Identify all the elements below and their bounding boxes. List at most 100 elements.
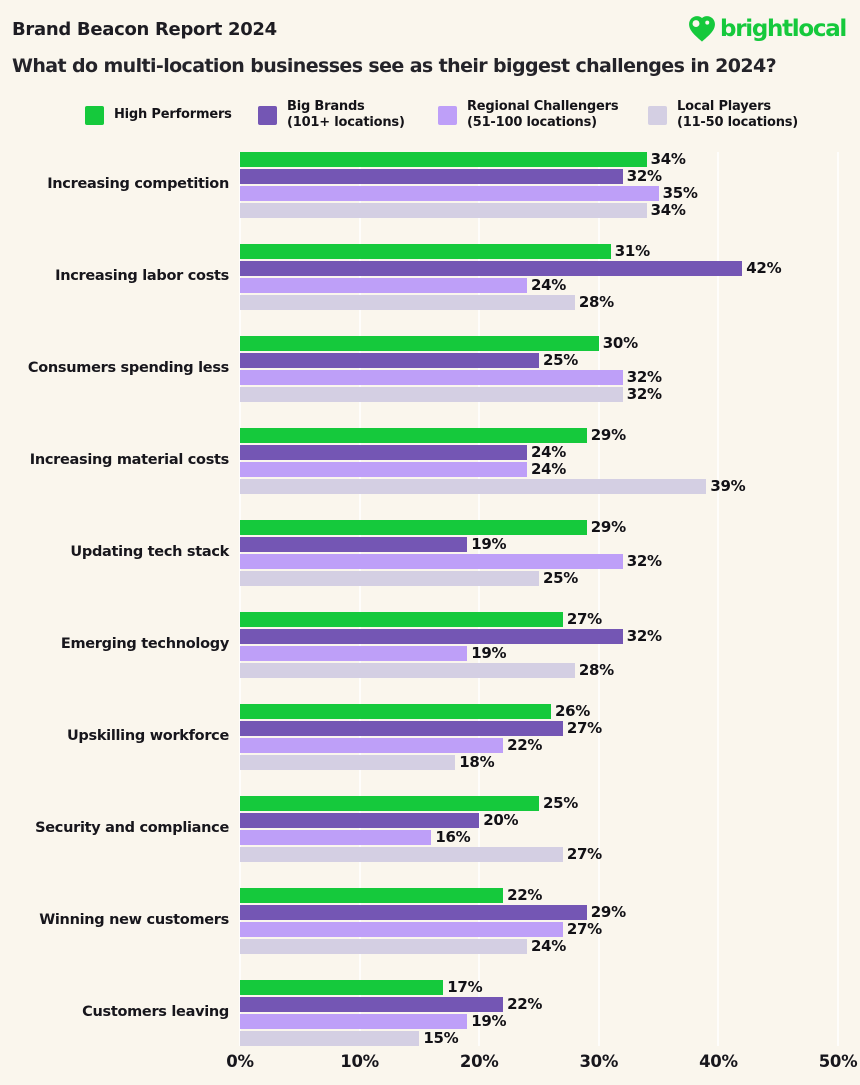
bar-row: 24% [240,278,860,293]
bar [240,847,563,862]
bar [240,888,504,903]
bar-value-label: 24% [531,443,567,461]
bar-row: 16% [240,830,860,845]
bar-row: 35% [240,186,860,201]
chart-group: Customers leaving 17% 22% 19% 15% [0,980,860,1046]
bar-row: 32% [240,387,860,402]
bar [240,629,623,644]
bar-value-label: 27% [566,845,602,863]
bar-value-label: 17% [447,978,483,996]
legend-swatch [648,105,667,125]
bar-value-label: 29% [590,426,626,444]
legend-label: Regional Challengers (51-100 locations) [467,99,619,130]
legend-item: High Performers [85,94,232,136]
bar-value-label: 39% [710,477,746,495]
bar-value-label: 32% [626,368,662,386]
bar [240,520,587,535]
gridline [837,152,839,1046]
bar-value-label: 19% [471,535,507,553]
bar-value-label: 32% [626,167,662,185]
category-label: Consumers spending less [27,360,229,377]
bar-value-label: 32% [626,385,662,403]
bar-set: 31% 42% 24% 28% [240,244,860,310]
x-tick-label: 0% [226,1052,254,1071]
bar-value-label: 26% [555,702,591,720]
bar-value-label: 35% [662,184,698,202]
legend: High Performers Big Brands (101+ locations… [0,94,860,136]
bar-row: 19% [240,646,860,661]
legend-swatch [438,105,457,125]
gridlines [239,152,839,1046]
legend-item: Local Players (11-50 locations) [648,94,798,136]
bar [240,537,468,552]
bar-value-label: 28% [578,293,614,311]
legend-label: Big Brands (101+ locations) [287,99,405,130]
bar [240,445,527,460]
bar-row: 27% [240,721,860,736]
bar [240,244,611,259]
bar [240,905,587,920]
bar-row: 34% [240,152,860,167]
bar-row: 27% [240,847,860,862]
x-tick-label: 40% [699,1052,738,1071]
bar-set: 26% 27% 22% 18% [240,704,860,770]
bar [240,1031,420,1046]
bar-row: 32% [240,629,860,644]
bar-value-label: 22% [507,995,543,1013]
bar-row: 30% [240,336,860,351]
bar-value-label: 29% [590,903,626,921]
bar-row: 32% [240,370,860,385]
bar-row: 31% [240,244,860,259]
bar-value-label: 30% [602,334,638,352]
bar-value-label: 18% [459,753,495,771]
logo-text: brightlocal [720,16,847,42]
bar [240,1014,468,1029]
category-label: Emerging technology [60,636,229,653]
legend-label: Local Players (11-50 locations) [677,99,799,130]
gridline [597,152,600,1046]
bar-row: 17% [240,980,860,995]
bar [240,428,587,443]
bar-value-label: 32% [626,552,662,570]
bar-row: 19% [240,1014,860,1029]
bar-value-label: 31% [614,242,650,260]
bar-row: 28% [240,295,860,310]
bar [240,663,575,678]
chart-group: Increasing material costs 29% 24% 24% 39% [0,428,860,494]
bar-value-label: 20% [483,811,519,829]
bar-chart: Increasing competition 34% 32% 35% 34% Increa… [0,152,860,1080]
bar-value-label: 19% [471,1012,507,1030]
x-tick-label: 20% [459,1052,499,1071]
bar-row: 22% [240,997,860,1012]
category-label: Increasing competition [47,176,229,193]
bar-row: 15% [240,1031,860,1046]
bar-row: 20% [240,813,860,828]
legend-item: Big Brands (101+ locations) [258,94,405,136]
bar-value-label: 28% [578,661,614,679]
bar-set: 25% 20% 16% 27% [240,796,860,862]
bar [240,336,599,351]
page-title: What do multi-location businesses see as… [12,55,777,77]
bar-row: 26% [240,704,860,719]
bar [240,830,432,845]
legend-label: High Performers [114,107,232,123]
bar-row: 27% [240,922,860,937]
bar [240,387,623,402]
bar [240,997,504,1012]
category-label: Winning new customers [39,912,229,929]
bar-value-label: 25% [543,794,579,812]
bar-value-label: 27% [566,920,602,938]
bar-row: 25% [240,796,860,811]
chart-group: Security and compliance 25% 20% 16% 27% [0,796,860,862]
bar-set: 17% 22% 19% 15% [240,980,860,1046]
bar-value-label: 24% [531,460,567,478]
bar-row: 29% [240,905,860,920]
bar [240,939,527,954]
bar [240,755,456,770]
bar-value-label: 42% [746,259,782,277]
x-tick-label: 30% [579,1052,619,1071]
bar-row: 24% [240,939,860,954]
chart-group: Consumers spending less 30% 25% 32% 32% [0,336,860,402]
category-label: Increasing material costs [29,452,230,469]
bar-value-label: 34% [650,201,686,219]
